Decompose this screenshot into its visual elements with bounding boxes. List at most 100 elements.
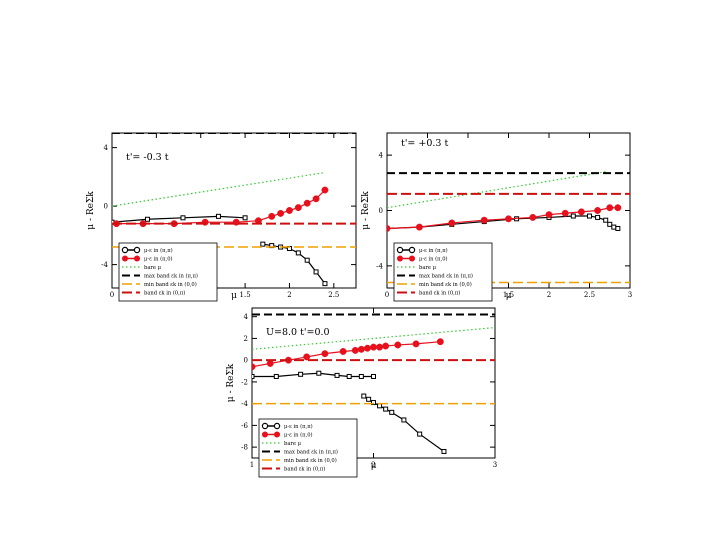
legend-marker	[262, 431, 268, 438]
legend-label: bare μ	[419, 265, 437, 271]
y-tick-label: -8	[241, 444, 248, 452]
data-point-red	[312, 195, 320, 203]
legend-marker	[409, 255, 415, 262]
x-tick-label: 2	[287, 291, 291, 299]
data-point-red	[351, 346, 359, 354]
y-axis-label: μ - ReΣk	[86, 191, 96, 230]
data-point-open	[389, 409, 395, 415]
legend-label: μ-ε in (π,π)	[284, 423, 313, 430]
legend-marker	[274, 431, 280, 438]
data-point-open	[242, 215, 248, 221]
panel-annotation: U=8.0 t'=0.0	[266, 327, 330, 338]
data-point-red	[594, 207, 602, 214]
legend-label: μ-ε in (π,0)	[144, 256, 173, 263]
legend-label: band εk in (0,π)	[284, 466, 325, 473]
data-point-red	[436, 338, 444, 346]
y-tick-label: 0	[244, 357, 248, 365]
data-point-open	[383, 406, 389, 412]
series-line-open	[252, 372, 374, 378]
x-tick-label: 3	[628, 291, 632, 299]
x-axis-label: μ	[371, 461, 377, 471]
data-point-open	[377, 403, 383, 409]
data-point-red	[277, 209, 285, 217]
data-point-red	[339, 348, 347, 355]
x-tick-label: 2	[547, 291, 551, 299]
legend-marker	[396, 246, 404, 254]
data-point-open	[322, 281, 328, 287]
x-tick-label: 2.5	[584, 291, 595, 299]
data-point-open	[611, 224, 617, 230]
series-line-open	[112, 215, 246, 223]
legend-marker	[408, 246, 416, 254]
data-point-red	[529, 213, 537, 221]
data-point-open	[358, 373, 364, 379]
series-line-dot-green	[387, 171, 606, 209]
data-point-open	[215, 213, 221, 219]
data-point-open	[304, 257, 310, 263]
series-layer	[112, 133, 356, 287]
data-point-red	[614, 204, 622, 212]
legend-marker	[122, 255, 128, 262]
data-point-red	[286, 207, 293, 214]
y-tick-label: -4	[376, 262, 383, 270]
x-tick-label: 1.5	[240, 291, 251, 299]
data-point-open	[603, 217, 609, 223]
data-point-open	[570, 213, 576, 219]
legend-label: μ-ε in (π,0)	[419, 256, 448, 263]
y-tick-label: 0	[379, 207, 383, 215]
data-point-open	[607, 221, 613, 227]
legend-marker	[133, 246, 141, 254]
data-point-open	[441, 448, 447, 454]
legend-label: band εk in (0,π)	[144, 290, 185, 297]
legend-label: band εk in (0,π)	[419, 290, 460, 297]
data-point-red	[303, 353, 311, 361]
data-point-red	[363, 344, 371, 352]
x-tick-label: 1.5	[503, 291, 514, 299]
data-point-red	[415, 223, 423, 231]
series-layer	[252, 313, 495, 454]
data-point-open	[298, 371, 304, 377]
data-point-red	[376, 343, 384, 351]
y-tick-label: 4	[244, 313, 249, 321]
data-point-red	[412, 340, 420, 348]
series-layer	[387, 171, 630, 284]
data-point-open	[180, 215, 186, 221]
data-point-open	[316, 370, 322, 376]
legend-label: μ-ε in (π,π)	[144, 247, 173, 254]
panel-annotation: t'= -0.3 t	[126, 152, 169, 163]
legend-label: max band εk in (π,π)	[284, 449, 338, 456]
legend-label: min band εk in (0,0)	[144, 281, 197, 288]
series-line-dot-green	[112, 171, 326, 207]
data-point-open	[417, 431, 423, 437]
legend: μ-ε in (π,π) μ-ε in (π,0) bare μ max band ε…	[393, 242, 493, 302]
panel-u8: 1 2 3 -8 -6 -4 -2 0 2 4 μ μ - ReΣk U=8.0 t'=0.0 μ-ε i…	[226, 307, 497, 478]
data-point-open	[260, 241, 266, 247]
data-point-red	[268, 212, 276, 220]
series-line-red	[252, 341, 441, 368]
data-point-red	[606, 204, 614, 212]
data-point-red	[303, 199, 311, 207]
data-point-open	[366, 396, 372, 402]
data-point-open	[401, 417, 407, 423]
data-point-red	[370, 343, 377, 351]
y-axis-label: μ - ReΣk	[226, 363, 236, 402]
x-tick-label: 2	[371, 461, 375, 469]
x-tick-label: 0	[110, 291, 114, 299]
data-point-open	[144, 216, 150, 222]
data-point-open	[371, 373, 376, 379]
data-point-red	[357, 345, 365, 353]
y-tick-label: 0	[104, 203, 108, 211]
legend-label: min band εk in (0,0)	[419, 281, 472, 288]
y-tick-label: -2	[241, 378, 248, 386]
data-point-red	[545, 211, 553, 219]
x-tick-label: 2.5	[328, 291, 339, 299]
data-point-red	[294, 204, 302, 212]
y-axis-label: μ - ReΣk	[361, 191, 371, 230]
data-point-red	[505, 215, 512, 223]
data-point-red	[387, 225, 391, 232]
data-point-red	[321, 350, 329, 358]
data-point-open	[295, 250, 301, 256]
y-tick-label: -4	[101, 261, 108, 269]
legend-marker	[397, 255, 403, 262]
